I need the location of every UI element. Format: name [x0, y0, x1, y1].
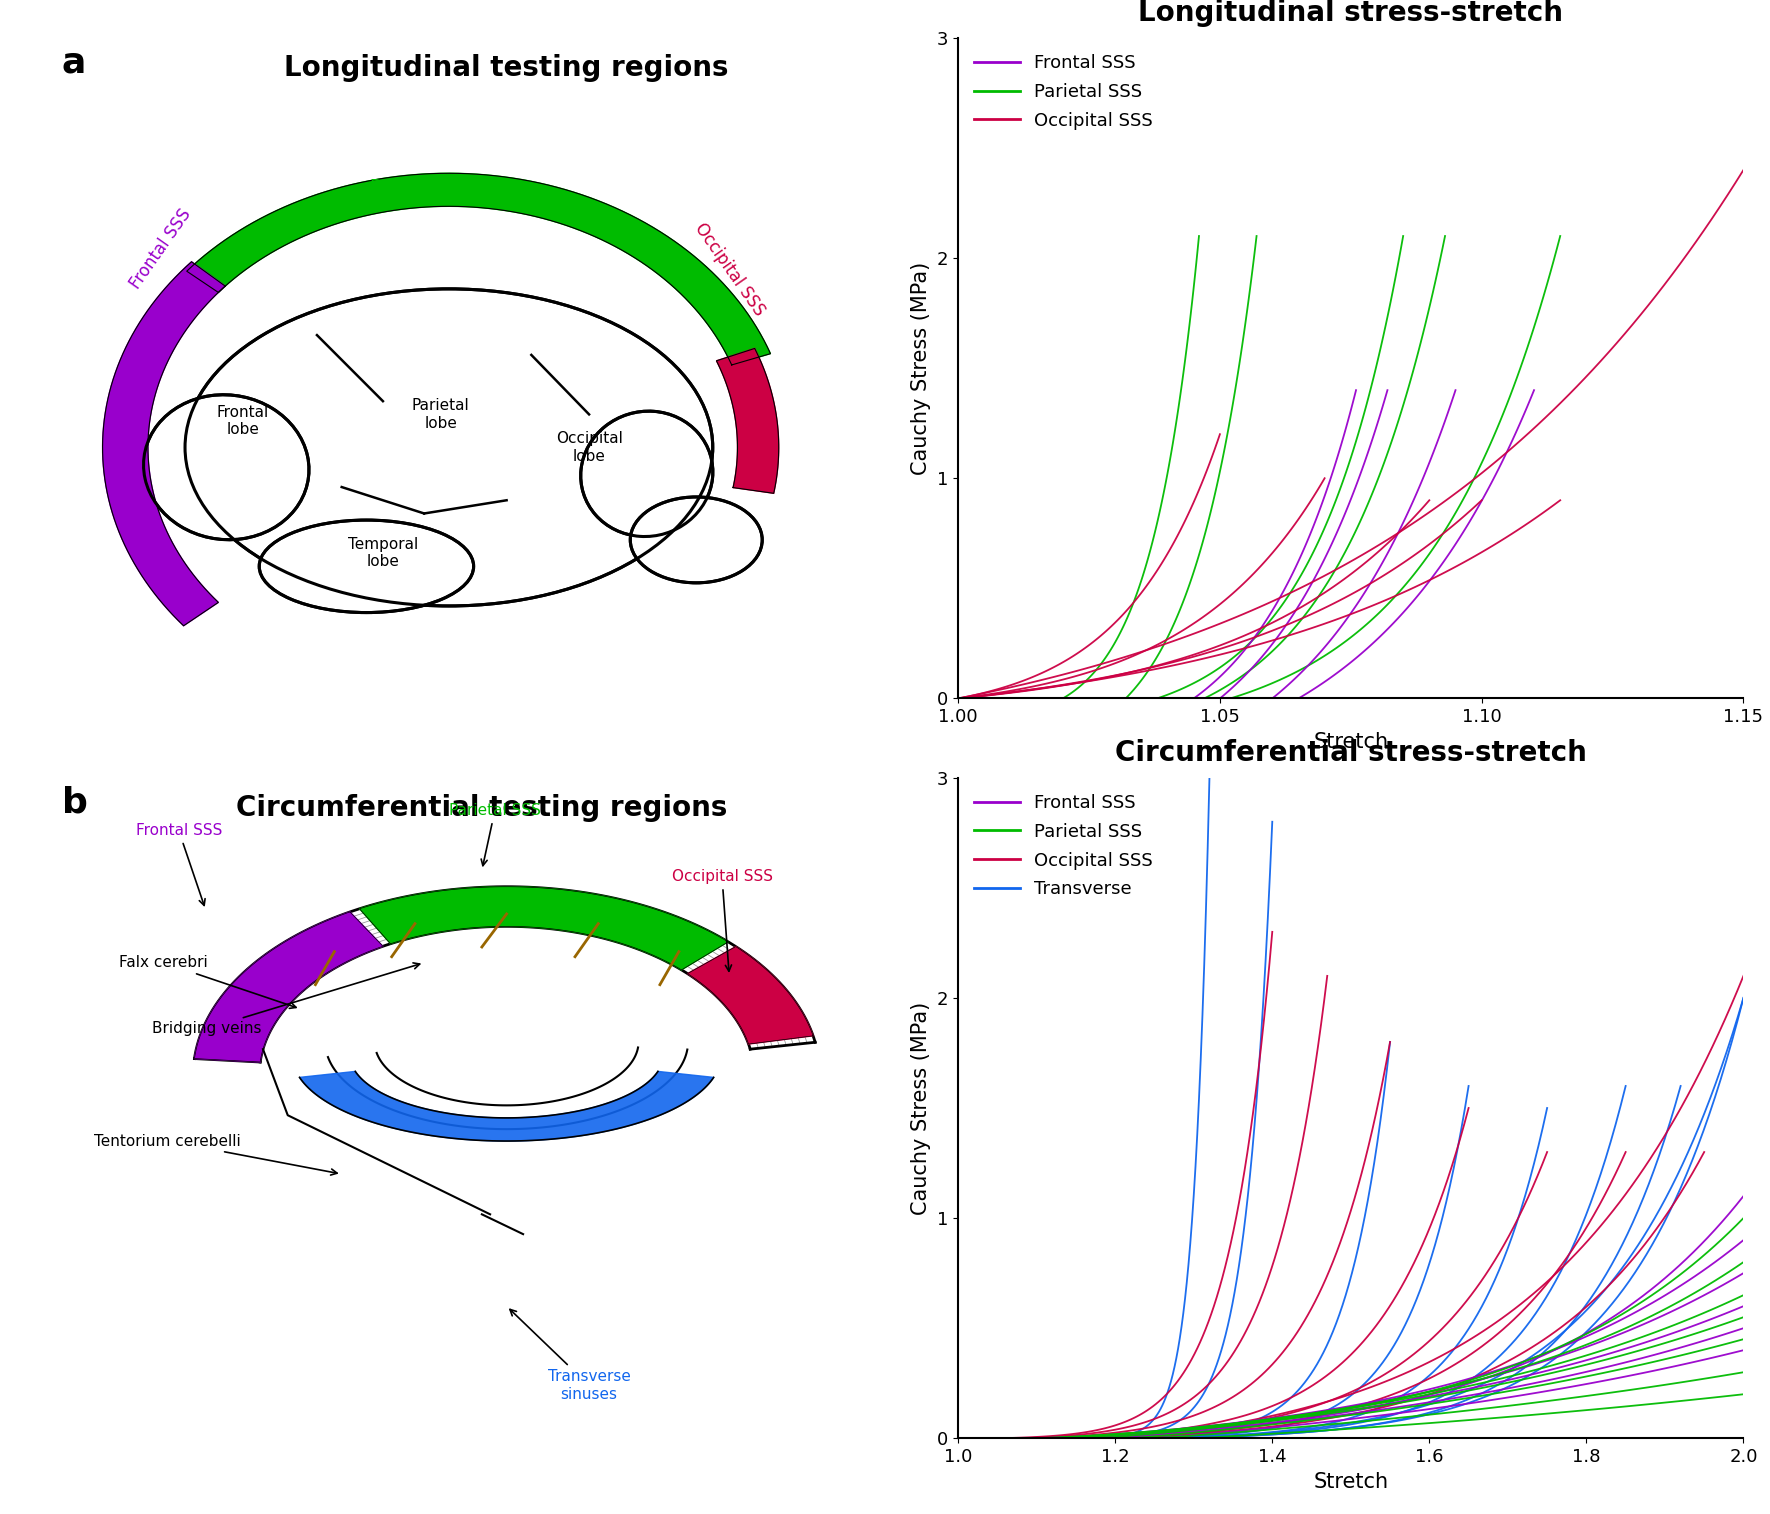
Text: Frontal SSS: Frontal SSS [126, 206, 195, 292]
Polygon shape [195, 911, 382, 1061]
Text: Bridging veins: Bridging veins [152, 963, 419, 1036]
Text: Parietal SSS: Parietal SSS [370, 179, 478, 197]
Text: Circumferential testing regions: Circumferential testing regions [235, 795, 727, 822]
Text: Occipital
lobe: Occipital lobe [556, 431, 623, 463]
Text: Frontal SSS: Frontal SSS [136, 824, 221, 905]
Title: Circumferential stress-stretch: Circumferential stress-stretch [1115, 739, 1586, 768]
Text: Occipital SSS: Occipital SSS [690, 220, 768, 319]
Y-axis label: Cauchy Stress (MPa): Cauchy Stress (MPa) [912, 262, 931, 475]
Polygon shape [103, 262, 225, 625]
Ellipse shape [186, 289, 713, 606]
X-axis label: Stretch: Stretch [1313, 1472, 1388, 1491]
Ellipse shape [630, 497, 763, 583]
Text: Parietal SSS: Parietal SSS [450, 804, 542, 866]
Ellipse shape [581, 412, 713, 536]
Text: a: a [62, 45, 87, 79]
Y-axis label: Cauchy Stress (MPa): Cauchy Stress (MPa) [912, 1001, 931, 1214]
Text: Falx cerebri: Falx cerebri [119, 955, 296, 1008]
Text: Tentorium cerebelli: Tentorium cerebelli [94, 1134, 336, 1175]
Polygon shape [359, 887, 727, 970]
Text: Parietal
lobe: Parietal lobe [412, 398, 469, 430]
Polygon shape [299, 1072, 713, 1142]
Polygon shape [717, 348, 779, 494]
Polygon shape [687, 946, 812, 1045]
Polygon shape [195, 887, 816, 1061]
Polygon shape [188, 173, 770, 365]
Text: Frontal
lobe: Frontal lobe [216, 404, 269, 438]
Text: b: b [62, 786, 88, 819]
Legend: Frontal SSS, Parietal SSS, Occipital SSS, Transverse: Frontal SSS, Parietal SSS, Occipital SSS… [966, 787, 1159, 905]
Text: Longitudinal testing regions: Longitudinal testing regions [285, 55, 729, 82]
Text: Occipital SSS: Occipital SSS [671, 869, 772, 972]
Ellipse shape [143, 395, 310, 539]
Ellipse shape [258, 521, 474, 613]
X-axis label: Stretch: Stretch [1313, 731, 1388, 752]
Polygon shape [327, 1048, 687, 1129]
Legend: Frontal SSS, Parietal SSS, Occipital SSS: Frontal SSS, Parietal SSS, Occipital SSS [966, 47, 1159, 136]
Title: Longitudinal stress-stretch: Longitudinal stress-stretch [1138, 0, 1563, 27]
Text: Transverse
sinuses: Transverse sinuses [510, 1310, 630, 1402]
Text: Temporal
lobe: Temporal lobe [347, 537, 418, 569]
